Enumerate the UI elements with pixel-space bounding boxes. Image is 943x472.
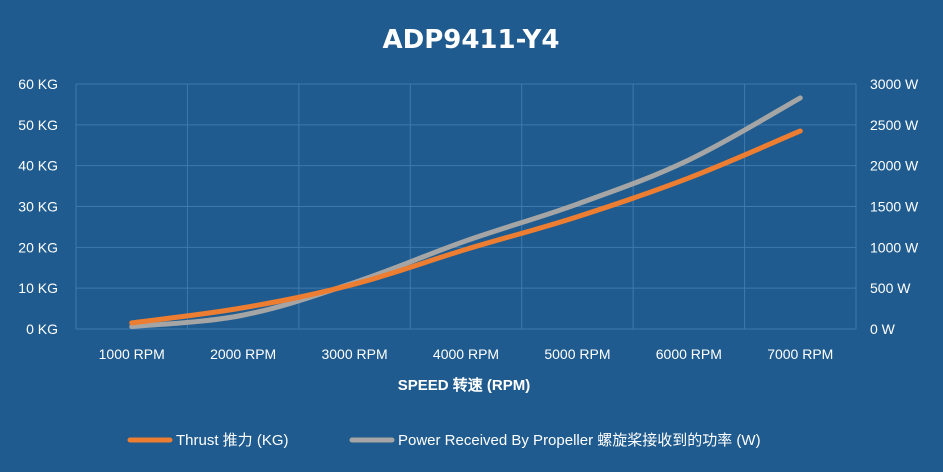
x-tick-label: 1000 RPM (99, 346, 165, 362)
chart-title: ADP9411-Y4 (382, 25, 559, 55)
y-left-tick-label: 10 KG (18, 280, 58, 296)
legend: Thrust 推力 (KG) Power Received By Propelle… (127, 432, 761, 449)
y-right-tick-label: 1000 W (870, 239, 919, 255)
x-tick-label: 3000 RPM (321, 346, 387, 362)
left-axis-ticks: 0 KG 10 KG 20 KG 30 KG 40 KG 50 KG 60 KG (18, 76, 58, 337)
x-tick-label: 6000 RPM (656, 346, 722, 362)
legend-label: Thrust 推力 (KG) (176, 432, 289, 449)
power-series-line (129, 95, 803, 330)
y-right-tick-label: 2500 W (870, 117, 919, 133)
y-right-tick-label: 500 W (870, 280, 911, 296)
x-axis-ticks: 1000 RPM 2000 RPM 3000 RPM 4000 RPM 5000 RPM… (99, 346, 834, 362)
legend-label: Power Received By Propeller 螺旋桨接收到的功率 (W… (398, 432, 761, 449)
series-lines (129, 95, 803, 330)
y-left-tick-label: 60 KG (18, 76, 58, 92)
x-tick-label: 4000 RPM (433, 346, 499, 362)
x-tick-label: 5000 RPM (544, 346, 610, 362)
y-left-tick-label: 40 KG (18, 158, 58, 174)
x-tick-label: 2000 RPM (210, 346, 276, 362)
right-axis-ticks: 0 W 500 W 1000 W 1500 W 2000 W 2500 W 3000 W (870, 76, 919, 337)
y-right-tick-label: 0 W (870, 321, 896, 337)
thrust-series-line (129, 128, 803, 326)
x-axis-title: SPEED 转速 (RPM) (398, 376, 531, 394)
y-right-tick-label: 3000 W (870, 76, 919, 92)
y-left-tick-label: 0 KG (26, 321, 58, 337)
gridlines (75, 83, 857, 330)
y-left-tick-label: 30 KG (18, 199, 58, 215)
y-right-tick-label: 2000 W (870, 158, 919, 174)
y-left-tick-label: 20 KG (18, 239, 58, 255)
x-tick-label: 7000 RPM (767, 346, 833, 362)
y-right-tick-label: 1500 W (870, 199, 919, 215)
y-left-tick-label: 50 KG (18, 117, 58, 133)
